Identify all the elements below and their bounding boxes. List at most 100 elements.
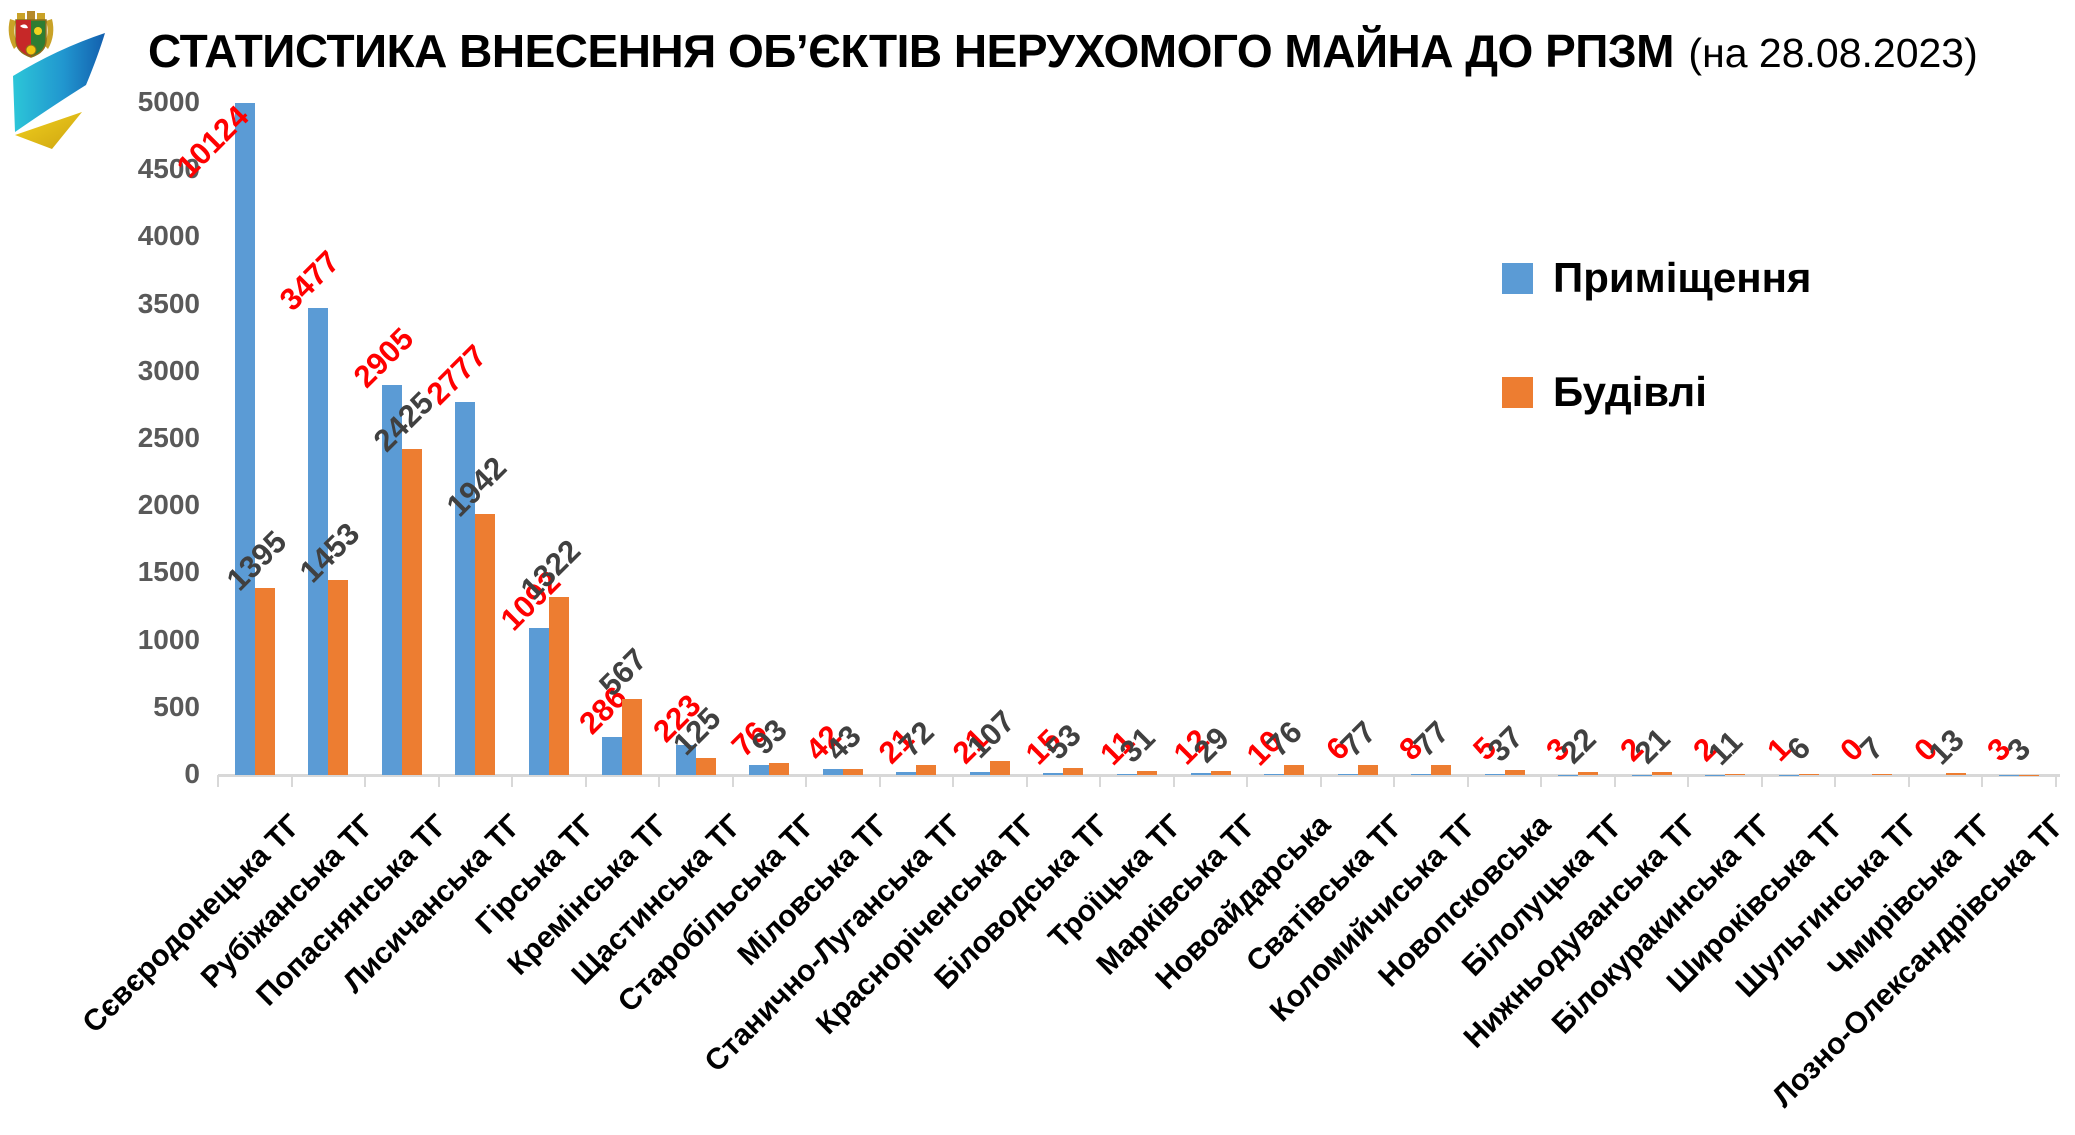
- bar-buildings: [1651, 772, 1672, 775]
- value-label-buildings: 1453: [292, 515, 367, 590]
- y-axis-tick-label: 3000: [137, 354, 200, 386]
- y-axis-tick-label: 0: [184, 758, 200, 789]
- bar-buildings: [842, 769, 863, 775]
- bar-buildings: [1063, 767, 1084, 775]
- y-axis-tick-label: 1000: [137, 623, 200, 655]
- y-axis-tick-label: 1500: [137, 556, 200, 588]
- bar-buildings: [1284, 764, 1305, 775]
- bar-buildings: [989, 760, 1010, 775]
- bar-premises: [1264, 773, 1285, 775]
- bar-premises: [896, 772, 917, 775]
- value-label-premises: 3477: [272, 243, 347, 318]
- y-axis-tick-label: 2000: [137, 489, 200, 521]
- x-axis-tick: [1466, 775, 1469, 787]
- bar-premises: [528, 628, 549, 775]
- x-axis-tick: [2055, 775, 2057, 787]
- bar-premises: [1484, 774, 1505, 775]
- bar-buildings: [1137, 770, 1157, 775]
- x-axis-tick: [1393, 775, 1396, 787]
- x-axis-tick: [1834, 775, 1837, 787]
- y-axis-tick-label: 4000: [137, 220, 200, 252]
- value-label-buildings: 1942: [440, 449, 514, 524]
- bar-buildings: [1210, 771, 1231, 775]
- coat-of-arms-icon: [8, 11, 54, 58]
- legend-label-buildings: Будівлі: [1553, 368, 1707, 415]
- bar-buildings: [401, 449, 422, 775]
- bar-buildings: [254, 587, 275, 775]
- x-axis-tick: [658, 775, 661, 787]
- x-axis-tick: [1246, 775, 1249, 787]
- value-label-buildings: 1395: [219, 523, 293, 597]
- luhansk-oblast-logo: [8, 11, 105, 149]
- bar-premises: [749, 764, 770, 775]
- bar-buildings: [475, 514, 496, 775]
- x-axis-tick: [1319, 775, 1322, 787]
- x-axis-tick: [437, 775, 440, 787]
- bar-premises: [1190, 773, 1211, 775]
- page-title: СТАТИСТИКА ВНЕСЕННЯ ОБ’ЄКТІВ НЕРУХОМОГО …: [148, 24, 1978, 78]
- bar-premises: [381, 384, 402, 775]
- bar-premises: [1117, 773, 1137, 775]
- bar-buildings: [548, 597, 569, 775]
- value-label-premises: 2905: [346, 320, 421, 394]
- bar-premises: [1043, 772, 1064, 775]
- value-label-premises: 2777: [420, 337, 494, 412]
- x-axis-tick: [1687, 775, 1690, 787]
- x-axis-tick: [1172, 775, 1175, 787]
- legend-swatch-premises: [1502, 262, 1533, 294]
- x-axis-tick: [1540, 775, 1543, 787]
- bar-premises: [822, 769, 843, 775]
- bar-premises: [1337, 774, 1358, 775]
- bar-buildings: [916, 765, 937, 775]
- x-axis-tick: [511, 775, 514, 787]
- bar-buildings: [1872, 774, 1893, 775]
- bar-premises: [1411, 773, 1432, 775]
- x-axis-tick: [217, 775, 219, 787]
- x-axis-tick: [290, 775, 293, 787]
- flag-swoosh-icon: [13, 33, 105, 149]
- bar-buildings: [1431, 764, 1452, 775]
- value-label-buildings: 2425: [366, 384, 441, 459]
- y-axis-tick-label: 3500: [137, 287, 200, 319]
- bar-buildings: [1578, 772, 1599, 775]
- y-axis-tick-label: 500: [153, 690, 200, 722]
- legend-swatch-buildings: [1502, 376, 1533, 408]
- x-axis-tick: [1613, 775, 1616, 787]
- bar-buildings: [1945, 773, 1966, 775]
- x-axis-tick: [364, 775, 367, 787]
- bar-premises: [234, 103, 255, 775]
- bar-buildings: [769, 762, 790, 775]
- y-axis-tick-label: 4500: [137, 153, 200, 185]
- x-axis-line: [218, 774, 2060, 777]
- y-axis-tick-label: 5000: [137, 86, 200, 117]
- bar-buildings: [1504, 770, 1525, 775]
- x-axis-tick: [1981, 775, 1984, 787]
- bar-premises: [969, 772, 990, 775]
- x-axis-tick: [1907, 775, 1910, 787]
- bar-premises: [675, 745, 696, 775]
- x-axis-tick: [731, 775, 734, 787]
- bar-premises: [308, 307, 329, 775]
- y-axis-tick-label: 2500: [137, 422, 200, 453]
- legend-item-buildings: Будівлі: [1502, 368, 1707, 416]
- bar-buildings: [1357, 764, 1378, 775]
- x-axis-tick: [805, 775, 808, 787]
- bar-buildings: [328, 579, 349, 775]
- legend-item-premises: Приміщення: [1502, 254, 1811, 302]
- page-title-date: (на 28.08.2023): [1688, 30, 1978, 76]
- x-axis-tick: [1099, 775, 1102, 787]
- page-title-main: СТАТИСТИКА ВНЕСЕННЯ ОБ’ЄКТІВ НЕРУХОМОГО …: [148, 25, 1674, 77]
- x-axis-tick: [584, 775, 587, 787]
- x-axis-tick: [878, 775, 881, 787]
- bar-buildings: [695, 758, 716, 775]
- plot-area: 10124 1395 3477 1453 2905 2425 2777 1942 1092 132…: [170, 99, 2060, 787]
- x-axis-tick: [952, 775, 955, 787]
- x-axis-tick: [1760, 775, 1763, 787]
- legend-label-premises: Приміщення: [1553, 254, 1812, 301]
- x-axis-tick: [1025, 775, 1028, 787]
- bar-premises: [602, 736, 623, 775]
- bar-buildings: [622, 698, 643, 775]
- bar-buildings: [1798, 774, 1819, 775]
